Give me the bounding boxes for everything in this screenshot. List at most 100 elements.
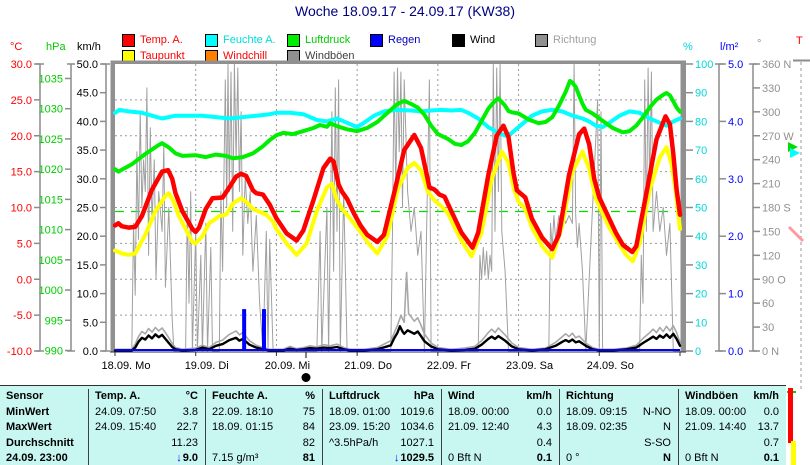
tick-label-temperature: 15.0 [11, 167, 32, 179]
tick-label-humidity: 50 [695, 203, 707, 215]
strip-label-t: T [796, 35, 803, 47]
current-value: ↓1029.5 [393, 452, 434, 464]
legend-label: Regen [388, 34, 421, 46]
legend-item-temp-a-: Temp. A. [122, 33, 183, 47]
table-col-luftdruck: Luftdruck hPa 18.09. 01:00 1019.6 23.09. 15:… [322, 389, 441, 465]
y-axis-wind [100, 63, 110, 352]
series-temp-a- [112, 114, 683, 255]
legend-label: Windböen [305, 50, 355, 62]
table-avg-row: 82 [206, 436, 322, 452]
tick-label-temperature: 25.0 [11, 95, 32, 107]
tick-label-temperature: -5.0 [13, 310, 32, 322]
current-value: ↓9.0 [176, 452, 198, 464]
max-time: 23.09. 15:20 [329, 421, 391, 433]
max-time: 18.09. 01:15 [212, 421, 274, 433]
table-min-row: 18.09. 00:00 0.0 [679, 405, 786, 421]
day-label: 21.09. Do [344, 360, 392, 372]
stats-table: Sensor MinWert MaxWert Durchschnitt 24.09. 2… [0, 385, 786, 465]
table-max-row: 18.09. 02:35 N [560, 420, 678, 436]
avg-left [679, 436, 685, 452]
tick-label-wind: 5.0 [83, 317, 98, 329]
tick-label-wind: 0.0 [83, 346, 98, 358]
tick-label-wind: 40.0 [77, 116, 98, 128]
table-min-row: 18.09. 01:00 1019.6 [323, 405, 441, 421]
table-max-row: 24.09. 15:40 22.7 [89, 420, 205, 436]
tick-label-rain: 0.0 [728, 346, 743, 358]
tick-label-humidity: 10 [695, 317, 707, 329]
current-value: 0.1 [536, 452, 552, 464]
legend-item-richtung: Richtung [535, 33, 596, 47]
y-axis-rain [715, 63, 726, 352]
tick-label-wind: 45.0 [77, 88, 98, 100]
series-luftdruck [113, 78, 682, 174]
table-header-row: Windböen km/h [679, 389, 786, 405]
plot-frame [110, 60, 686, 353]
tick-label-humidity: 20 [695, 289, 707, 301]
legend-swatch [122, 33, 135, 47]
tick-label-direction: 330 [762, 83, 780, 95]
dewpoint-column [791, 441, 796, 465]
page-title: Woche 18.09.17 - 24.09.17 (KW38) [295, 3, 515, 19]
tick-label-direction: 30 [762, 322, 774, 334]
tick-label-rain: 3.0 [728, 174, 743, 186]
max-value: 4.3 [536, 421, 552, 433]
tick-label-wind: 30.0 [77, 174, 98, 186]
tick-label-wind: 25.0 [77, 203, 98, 215]
current-left: 7.15 g/m³ [212, 452, 259, 464]
legend-label: Luftdruck [305, 34, 351, 46]
tick-label-direction: 210 [762, 179, 780, 191]
avg-left [560, 436, 566, 452]
temp-marker-icon [787, 225, 805, 243]
tick-label-wind: 35.0 [77, 145, 98, 157]
min-time: 18.09. 00:00 [685, 405, 747, 418]
tick-label-pressure: 995 [45, 315, 63, 327]
avg-value: 1027.1 [400, 436, 434, 449]
series-windb-en [114, 271, 681, 351]
min-time: 18.09. 01:00 [329, 405, 391, 418]
col-header: Feuchte A. [212, 390, 268, 402]
min-time: 24.09. 07:50 [95, 405, 157, 418]
min-time: 18.09. 09:15 [566, 405, 628, 418]
tick-label-wind: 50.0 [77, 59, 98, 71]
legend-item-taupunkt: Taupunkt [122, 49, 185, 63]
max-value: 13.7 [757, 421, 779, 433]
table-min-row: 18.09. 09:15 N-NO [560, 405, 678, 421]
new-moon-icon [301, 373, 311, 382]
tick-label-rain: 4.0 [728, 116, 743, 128]
table-row-label: Durchschnitt [0, 436, 88, 452]
table-max-row: 23.09. 15:20 1034.6 [323, 420, 441, 436]
tick-label-rain: 2.0 [728, 231, 743, 243]
legend-label: Taupunkt [140, 50, 185, 62]
table-header-row: Wind km/h [442, 389, 559, 405]
legend-item-windb-en: Windböen [287, 49, 355, 63]
legend-label: Feuchte A. [223, 34, 276, 46]
table-col-wind: Wind km/h 18.09. 00:00 0.0 21.09. 12:40 4.3 0.… [441, 389, 559, 465]
current-left: 0 Bft N [448, 452, 482, 464]
tick-label-direction: 150 [762, 226, 780, 238]
legend-label: Temp. A. [140, 34, 183, 46]
col-unit: km/h [526, 390, 552, 402]
col-unit: hPa [413, 390, 434, 402]
min-value: 3.8 [182, 405, 198, 418]
trend-down-icon: ↓ [176, 452, 182, 464]
tick-label-wind: 10.0 [77, 289, 98, 301]
avg-left [442, 436, 448, 452]
tick-label-pressure: 1005 [39, 255, 63, 267]
tick-label-temperature: 10.0 [11, 203, 32, 215]
tick-label-temperature: 30.0 [11, 59, 32, 71]
table-min-row: 24.09. 07:50 3.8 [89, 405, 205, 421]
min-time: 22.09. 18:10 [212, 405, 274, 418]
max-time: 18.09. 02:35 [566, 421, 628, 433]
tick-label-direction: 120 [762, 250, 780, 262]
avg-left [206, 436, 212, 452]
max-time: 24.09. 15:40 [95, 421, 157, 433]
min-value: 1019.6 [400, 405, 434, 418]
unit-pressure: hPa [46, 41, 66, 53]
row-label: Durchschnitt [6, 436, 74, 449]
tick-label-humidity: 30 [695, 260, 707, 272]
min-value: 75 [302, 405, 315, 418]
max-value: 1034.6 [400, 421, 434, 433]
min-time: 18.09. 00:00 [448, 405, 510, 418]
table-row-label: Sensor [0, 389, 88, 405]
rain-bar [261, 309, 266, 351]
